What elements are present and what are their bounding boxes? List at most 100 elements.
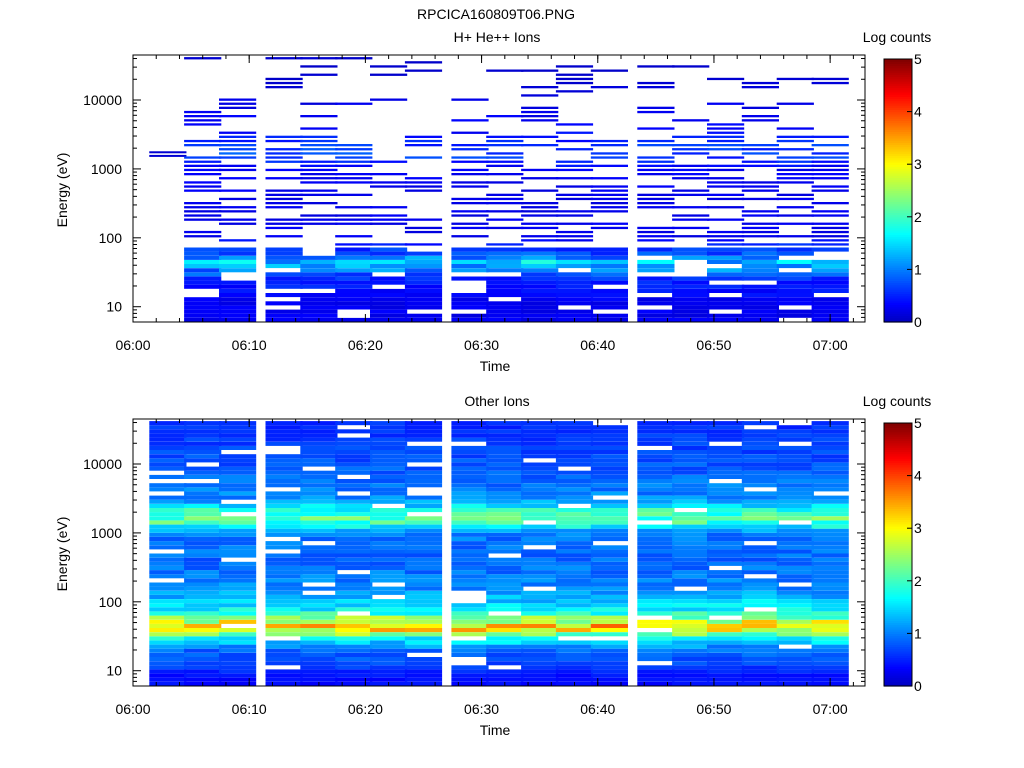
heatmap-cell [265, 623, 303, 628]
heatmap-cell [370, 491, 408, 496]
heatmap-cell [555, 508, 594, 513]
colorbar-swatch [884, 664, 912, 667]
heatmap-cell [149, 499, 187, 504]
heatmap-cell [555, 657, 594, 662]
heatmap-cell [149, 665, 187, 670]
heatmap-cell [811, 570, 849, 575]
heatmap-cell [300, 495, 338, 500]
heatmap-cell [404, 288, 443, 293]
heatmap-cell [672, 503, 710, 508]
heatmap-cell [486, 441, 524, 446]
heatmap-cell [521, 537, 559, 542]
heatmap-cell [637, 648, 675, 653]
heatmap-cell [335, 243, 373, 246]
heatmap-cell [265, 599, 303, 604]
colorbar-swatch [884, 115, 912, 119]
heatmap-cell [451, 648, 489, 653]
heatmap-cell [184, 309, 222, 314]
heatmap-cell [370, 603, 408, 608]
heatmap-cell [521, 532, 559, 537]
panel-other-ions: Other Ions Log counts Time Energy (eV) 0… [54, 393, 931, 738]
heatmap-cell [184, 189, 222, 192]
heatmap-cell [637, 317, 675, 322]
heatmap-cell [335, 508, 373, 513]
heatmap-cell [404, 495, 443, 500]
heatmap-cell [521, 106, 559, 109]
heatmap-cell [149, 557, 187, 562]
colorbar-swatch [884, 306, 912, 310]
heatmap-cell [149, 437, 187, 442]
heatmap-cell [265, 479, 303, 484]
colorbar-swatch [884, 493, 912, 496]
colorbar-swatch [884, 140, 912, 143]
heatmap-cell [451, 437, 489, 442]
heatmap-cell [486, 644, 524, 649]
heatmap-cell [590, 566, 628, 571]
heatmap-cell [300, 168, 338, 172]
heatmap-cell [335, 144, 373, 147]
heatmap-cell [590, 429, 628, 434]
heatmap-cell [265, 570, 303, 575]
colorbar-swatch [884, 124, 912, 128]
x-axis-label: Time [480, 358, 511, 374]
heatmap-cell [776, 206, 814, 209]
heatmap-cell [637, 578, 675, 583]
heatmap-cell [335, 297, 373, 302]
heatmap-cell [776, 599, 814, 604]
heatmap-cell [265, 619, 303, 624]
heatmap-cell [741, 677, 779, 682]
heatmap-cell [590, 454, 628, 459]
heatmap-cell [590, 578, 628, 583]
heatmap-cell [265, 594, 303, 599]
colorbar-swatch [884, 166, 912, 170]
heatmap-cell [590, 599, 628, 604]
heatmap-cell [219, 421, 257, 426]
heatmap-cell [265, 251, 303, 256]
heatmap-cell [741, 628, 779, 633]
heatmap-cell [776, 433, 814, 438]
colorbar-swatch [884, 484, 912, 488]
heatmap-cell [707, 607, 745, 612]
colorbar-swatch [884, 683, 912, 687]
heatmap-cell [300, 135, 338, 138]
colorbar-swatch [884, 479, 912, 483]
colorbar-swatch [884, 613, 912, 617]
heatmap-cell [776, 466, 814, 471]
colorbar-swatch [884, 238, 912, 242]
heatmap-cell [149, 454, 187, 459]
heatmap-cell [637, 503, 675, 508]
heatmap-cell [555, 421, 594, 426]
colorbar-swatch [884, 596, 912, 599]
heatmap-cell [741, 144, 779, 147]
heatmap-cell [811, 276, 849, 281]
heatmap-cell [590, 594, 628, 599]
heatmap-cell [555, 512, 594, 517]
heatmap-cell [672, 603, 710, 608]
heatmap-cell [370, 549, 408, 554]
heatmap-cell [521, 495, 559, 500]
heatmap-cell [555, 197, 594, 201]
heatmap-cell [811, 545, 849, 550]
heatmap-cell [672, 512, 710, 517]
heatmap-cell [451, 421, 489, 426]
colorbar-swatch [884, 519, 912, 523]
heatmap-cell [811, 553, 849, 558]
heatmap-cell [741, 106, 779, 109]
colorbar-tick-label: 5 [914, 51, 922, 67]
heatmap-cell [521, 603, 559, 608]
heatmap-cell [335, 590, 373, 595]
heatmap-cell [707, 185, 745, 188]
heatmap-cell [590, 177, 628, 180]
heatmap-cells [149, 421, 849, 686]
heatmap-cell [672, 173, 710, 176]
colorbar-label: Log counts [863, 29, 932, 45]
heatmap-cell [300, 520, 338, 525]
heatmap-cell [184, 549, 222, 554]
heatmap-cell [404, 677, 443, 682]
heatmap-cell [521, 673, 559, 678]
heatmap-cell [300, 437, 338, 442]
heatmap-cell [707, 239, 745, 242]
heatmap-cell [707, 590, 745, 595]
heatmap-cell [149, 466, 187, 471]
heatmap-cell [300, 425, 338, 430]
